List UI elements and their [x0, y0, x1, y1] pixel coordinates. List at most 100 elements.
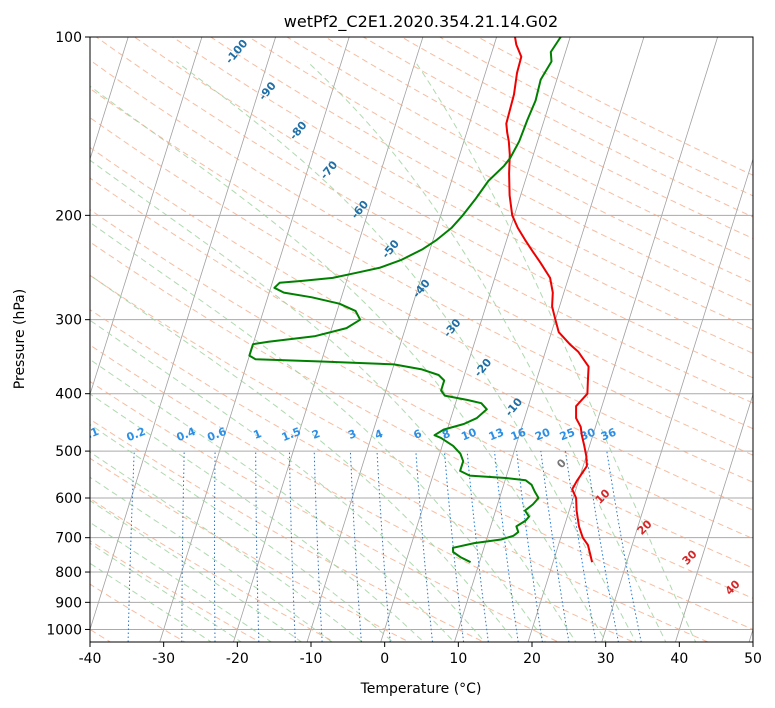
isotherm-line [527, 37, 719, 642]
mixing-ratio-label: 36 [599, 425, 618, 443]
y-tick-label: 700 [55, 531, 82, 547]
moist-adiabat-line [90, 358, 455, 642]
mixing-ratio-lines [127, 451, 642, 642]
isotherm-line [90, 37, 277, 631]
y-axis-title: Pressure (hPa) [12, 289, 28, 389]
mixing-ratio-line [376, 451, 391, 642]
moist-adiabat-line [90, 274, 516, 642]
dry-adiabats [90, 37, 753, 642]
mixing-ratio-line [565, 451, 597, 642]
dry-adiabat-line [286, 37, 753, 284]
x-tick-label: 30 [597, 651, 615, 667]
x-tick-label: 20 [523, 651, 541, 667]
isotherm-line [380, 37, 571, 642]
mixing-ratio-label: 20 [533, 425, 552, 443]
y-tick-label: 400 [55, 387, 82, 403]
mixing-ratio-line [540, 451, 570, 642]
dry-adiabat-line [171, 37, 753, 354]
mixing-ratio-line [415, 451, 434, 642]
x-tick-label: -10 [300, 651, 323, 667]
dry-adiabat-line [90, 87, 753, 456]
x-axis-title: Temperature (°C) [360, 681, 482, 697]
mixing-ratio-line [466, 451, 489, 642]
dry-adiabat-line [90, 309, 710, 642]
y-tick-label: 100 [55, 30, 82, 46]
mixing-ratio-line [606, 451, 642, 642]
moist-adiabat-line [90, 319, 486, 642]
dry-adiabat-line [90, 117, 753, 483]
dry-adiabat-line [90, 457, 411, 642]
dry-adiabat-line [90, 177, 753, 540]
isotherm-line [454, 37, 645, 642]
dry-adiabat-line [90, 146, 753, 511]
moist-adiabat-line [90, 221, 547, 642]
moist-adiabat-line [414, 61, 697, 642]
mixing-ratio-label: 1 [252, 427, 264, 442]
moist-adiabats [90, 61, 697, 642]
dry-adiabat-line [90, 209, 753, 569]
dry-adiabat-line [90, 274, 753, 630]
x-tick-label: -20 [226, 651, 249, 667]
mixing-ratio-line [255, 451, 260, 642]
profile-series [248, 37, 594, 564]
mixing-ratio-line [349, 451, 362, 642]
mixing-ratio-label: 25 [558, 426, 577, 444]
temperature-profile-line [505, 37, 594, 563]
mixing-ratio-label: 13 [487, 426, 506, 444]
x-tick-label: 0 [380, 651, 389, 667]
moist-adiabat-line [306, 61, 667, 642]
dry-adiabat-line [476, 37, 753, 176]
isotherm-line [90, 37, 129, 161]
dry-adiabat-line [438, 37, 753, 197]
plot-frame [89, 36, 754, 643]
y-tick-label: 500 [55, 444, 82, 460]
mixing-ratio-line [127, 451, 135, 642]
y-tick-label: 600 [55, 491, 82, 507]
mixing-ratio-line [443, 451, 465, 642]
y-tick-label: 300 [55, 313, 82, 329]
dry-adiabat-line [247, 37, 753, 307]
mixing-ratio-line [313, 451, 323, 642]
moist-adiabat-line [90, 423, 394, 642]
mixing-ratio-label: 2 [310, 427, 322, 442]
chart-title: wetPf2_C2E1.2020.354.21.14.G02 [284, 12, 558, 32]
y-axis: 100 200 300 400 500 600 700 800 900 1000 [46, 30, 90, 638]
mixing-ratio-line [214, 451, 216, 642]
dry-adiabat-line [90, 418, 485, 642]
isotherm-lines [90, 37, 753, 642]
isotherm-line [90, 37, 203, 396]
moist-adiabat-line [90, 476, 333, 642]
mixing-ratio-line [181, 451, 185, 642]
y-tick-label: 200 [55, 208, 82, 224]
y-tick-label: 1000 [46, 622, 82, 638]
mixing-ratio-label: 0.1 [78, 425, 101, 444]
moist-adiabat-line [90, 451, 364, 642]
isotherm-line [306, 37, 498, 642]
moist-adiabat-line [90, 499, 303, 642]
mixing-ratio-line [494, 451, 519, 642]
x-tick-label: 10 [449, 651, 467, 667]
mixing-ratio-line [516, 451, 543, 642]
mixing-ratio-line [585, 451, 619, 642]
mixing-ratio-label: 3 [346, 427, 358, 442]
mixing-ratio-label: 8 [440, 427, 452, 442]
dry-adiabat-line [90, 540, 261, 642]
x-tick-label: -40 [79, 651, 102, 667]
pressure-gridlines [90, 37, 753, 630]
mixing-ratio-label: 16 [509, 425, 528, 443]
x-axis: -40 -30 -20 -10 0 10 20 30 40 50 [79, 642, 762, 667]
dry-adiabat-line [400, 37, 753, 218]
isotherm-line [601, 157, 753, 642]
isotherm-line [675, 393, 753, 642]
mixing-ratio-label: 10 [459, 425, 478, 443]
moist-adiabat-line [90, 521, 273, 642]
dry-adiabat-line [90, 380, 560, 642]
dry-adiabat-line [90, 241, 753, 599]
x-tick-label: 50 [744, 651, 762, 667]
y-tick-label: 900 [55, 595, 82, 611]
plot-area: -100-90-80-70-60-50-40-30-20-10010203040… [78, 37, 753, 642]
moist-adiabat-line [90, 542, 243, 642]
moist-adiabat-line [175, 61, 637, 642]
